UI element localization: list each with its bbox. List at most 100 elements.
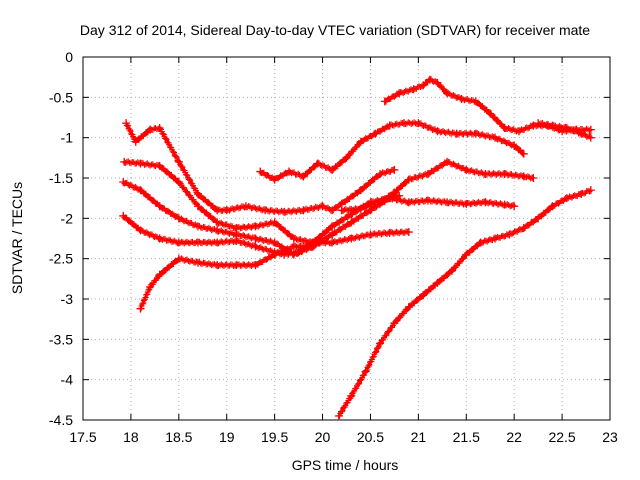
data-point [155,123,164,132]
data-point [146,125,155,134]
data-points [119,75,595,420]
series-markers [120,194,518,258]
data-point [471,97,480,106]
x-tick-label: 19.5 [261,429,288,445]
data-point [404,228,413,237]
plot-border [82,56,611,421]
data-point [155,234,164,243]
data-point [155,161,164,170]
data-point [433,278,442,287]
data-point [174,178,183,187]
x-tick-label: 21.5 [453,429,480,445]
data-point [146,282,155,291]
data-point [548,202,557,211]
y-tick-label: -3 [61,291,74,307]
data-point [433,78,442,87]
series-track-h [380,75,595,136]
series-track-j [334,186,595,420]
data-point [251,261,260,270]
data-point [423,196,432,205]
data-point [280,250,289,259]
data-point [586,133,595,142]
data-point [213,238,222,247]
data-point [471,129,480,138]
data-point [562,194,571,203]
data-point [261,206,270,215]
data-point [390,319,399,328]
data-point [232,261,241,270]
data-point [270,175,279,184]
x-axis-label: GPS time / hours [292,457,399,473]
data-point [586,186,595,195]
y-tick-label: -1 [61,130,74,146]
data-point [136,226,145,235]
data-point [222,206,231,215]
data-point [356,204,365,213]
data-point [347,234,356,243]
data-point [119,178,128,187]
data-point [119,211,128,220]
series-track-g [337,157,538,215]
data-point [174,238,183,247]
data-point [534,214,543,223]
x-tick-label: 20.5 [357,429,384,445]
data-point [519,172,528,181]
data-point [510,141,519,150]
data-point [500,200,509,209]
data-point [347,391,356,400]
data-point [409,85,418,94]
data-point [318,202,327,211]
data-point [232,236,241,245]
x-tick-label: 18 [123,429,139,445]
data-point [510,202,519,211]
chart-title: Day 312 of 2014, Sidereal Day-to-day VTE… [80,22,590,38]
data-point [334,411,343,420]
series-track-d [119,194,519,259]
data-point [433,127,442,136]
data-point [270,238,279,247]
data-point [562,123,571,132]
data-point [447,266,456,275]
data-point [419,290,428,299]
data-point [491,234,500,243]
y-tick-label: 0 [65,49,73,65]
data-point [500,169,509,178]
data-point [193,202,202,211]
data-point [122,119,131,128]
data-point [419,81,428,90]
data-point [337,206,346,215]
data-point [577,129,586,138]
data-point [270,250,279,259]
data-point [577,190,586,199]
series-track-e [136,242,317,313]
data-point [289,234,298,243]
data-point [404,198,413,207]
data-point [443,198,452,207]
data-point [213,218,222,227]
grid-lines [83,57,610,420]
data-point [356,186,365,195]
data-point [342,153,351,162]
data-point [443,89,452,98]
data-point [356,137,365,146]
data-point [136,186,145,195]
x-tick-label: 23 [602,429,618,445]
y-tick-label: -4 [61,372,74,388]
data-point [534,119,543,128]
series-track-i [534,119,595,142]
data-point [251,234,260,243]
data-point [481,198,490,207]
data-point [443,157,452,166]
data-point [328,238,337,247]
data-point [193,222,202,231]
y-axis-label: SDTVAR / TECUs [9,182,25,294]
data-point [462,165,471,174]
x-tick-label: 22 [506,429,522,445]
data-point [174,214,183,223]
data-point [423,169,432,178]
data-point [395,89,404,98]
data-point [491,133,500,142]
y-tick-label: -1.5 [49,170,73,186]
data-point [347,218,356,227]
